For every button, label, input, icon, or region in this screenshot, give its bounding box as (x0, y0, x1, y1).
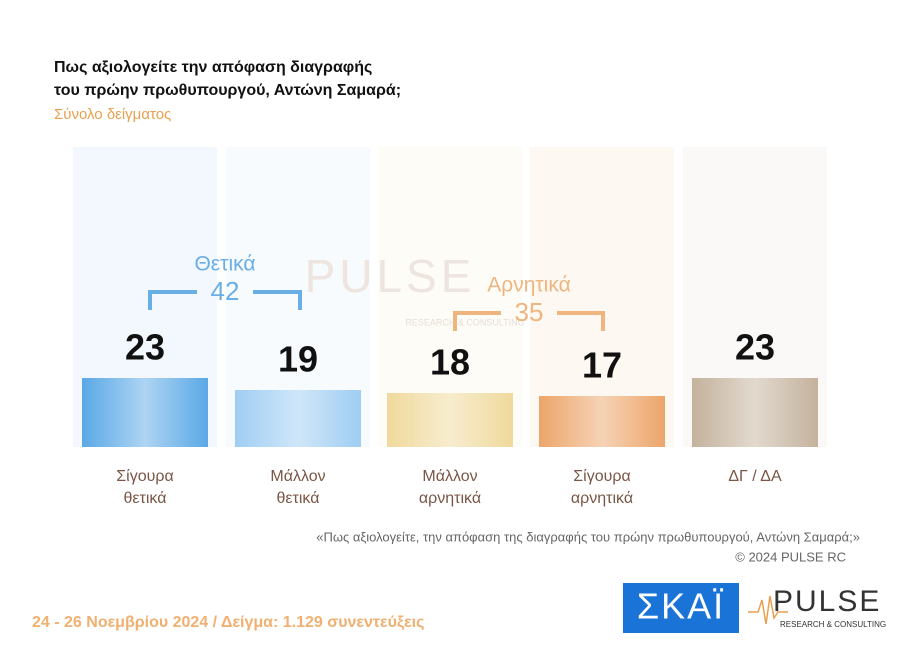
group-total: 42 (211, 276, 240, 306)
bar (539, 396, 665, 447)
chart-title: Πως αξιολογείτε την απόφαση διαγραφής (54, 59, 372, 76)
watermark-tagline: RESEARCH & CONSULTING (405, 317, 524, 327)
group-total: 35 (515, 297, 544, 327)
note: «Πως αξιολογείτε, την απόφαση της διαγρα… (316, 529, 860, 544)
bar (235, 390, 361, 447)
category-label: ΔΓ / ΔΑ (728, 468, 782, 485)
group-label: Αρνητικά (487, 274, 570, 297)
copyright: © 2024 PULSE RC (735, 549, 846, 564)
bar (387, 393, 513, 447)
chart-title: του πρώην πρωθυπουργού, Αντώνη Σαμαρά; (54, 82, 401, 99)
skai-logo (623, 583, 739, 633)
group-bracket (453, 311, 501, 331)
value-label: 23 (735, 327, 775, 368)
watermark: PULSE (305, 250, 476, 302)
category-label: Μάλλον αρνητικά (418, 468, 482, 507)
bar (82, 378, 208, 447)
group-bracket (557, 311, 605, 331)
group-bracket (148, 290, 197, 310)
group-bracket (253, 290, 302, 310)
value-label: 19 (278, 339, 318, 380)
pulse-logo-tagline: RESEARCH & CONSULTING (780, 620, 886, 629)
value-label: 17 (582, 345, 622, 386)
skai-logo-text: ΣΚΑΪ (637, 586, 725, 627)
pulse-logo-text: PULSE (773, 585, 881, 618)
chart-subtitle: Σύνολο δείγματος (54, 106, 171, 123)
value-label: 18 (430, 342, 470, 383)
category-label: Σίγουρα αρνητικά (570, 468, 634, 507)
bar (692, 378, 818, 447)
category-label: Μάλλον θετικά (270, 468, 326, 507)
category-label: Σίγουρα θετικά (116, 468, 174, 507)
footer: 24 - 26 Νοεμβρίου 2024 / Δείγμα: 1.129 σ… (32, 614, 424, 631)
value-label: 23 (125, 327, 165, 368)
pulse-logo-wave (748, 595, 788, 625)
group-label: Θετικά (194, 253, 255, 276)
